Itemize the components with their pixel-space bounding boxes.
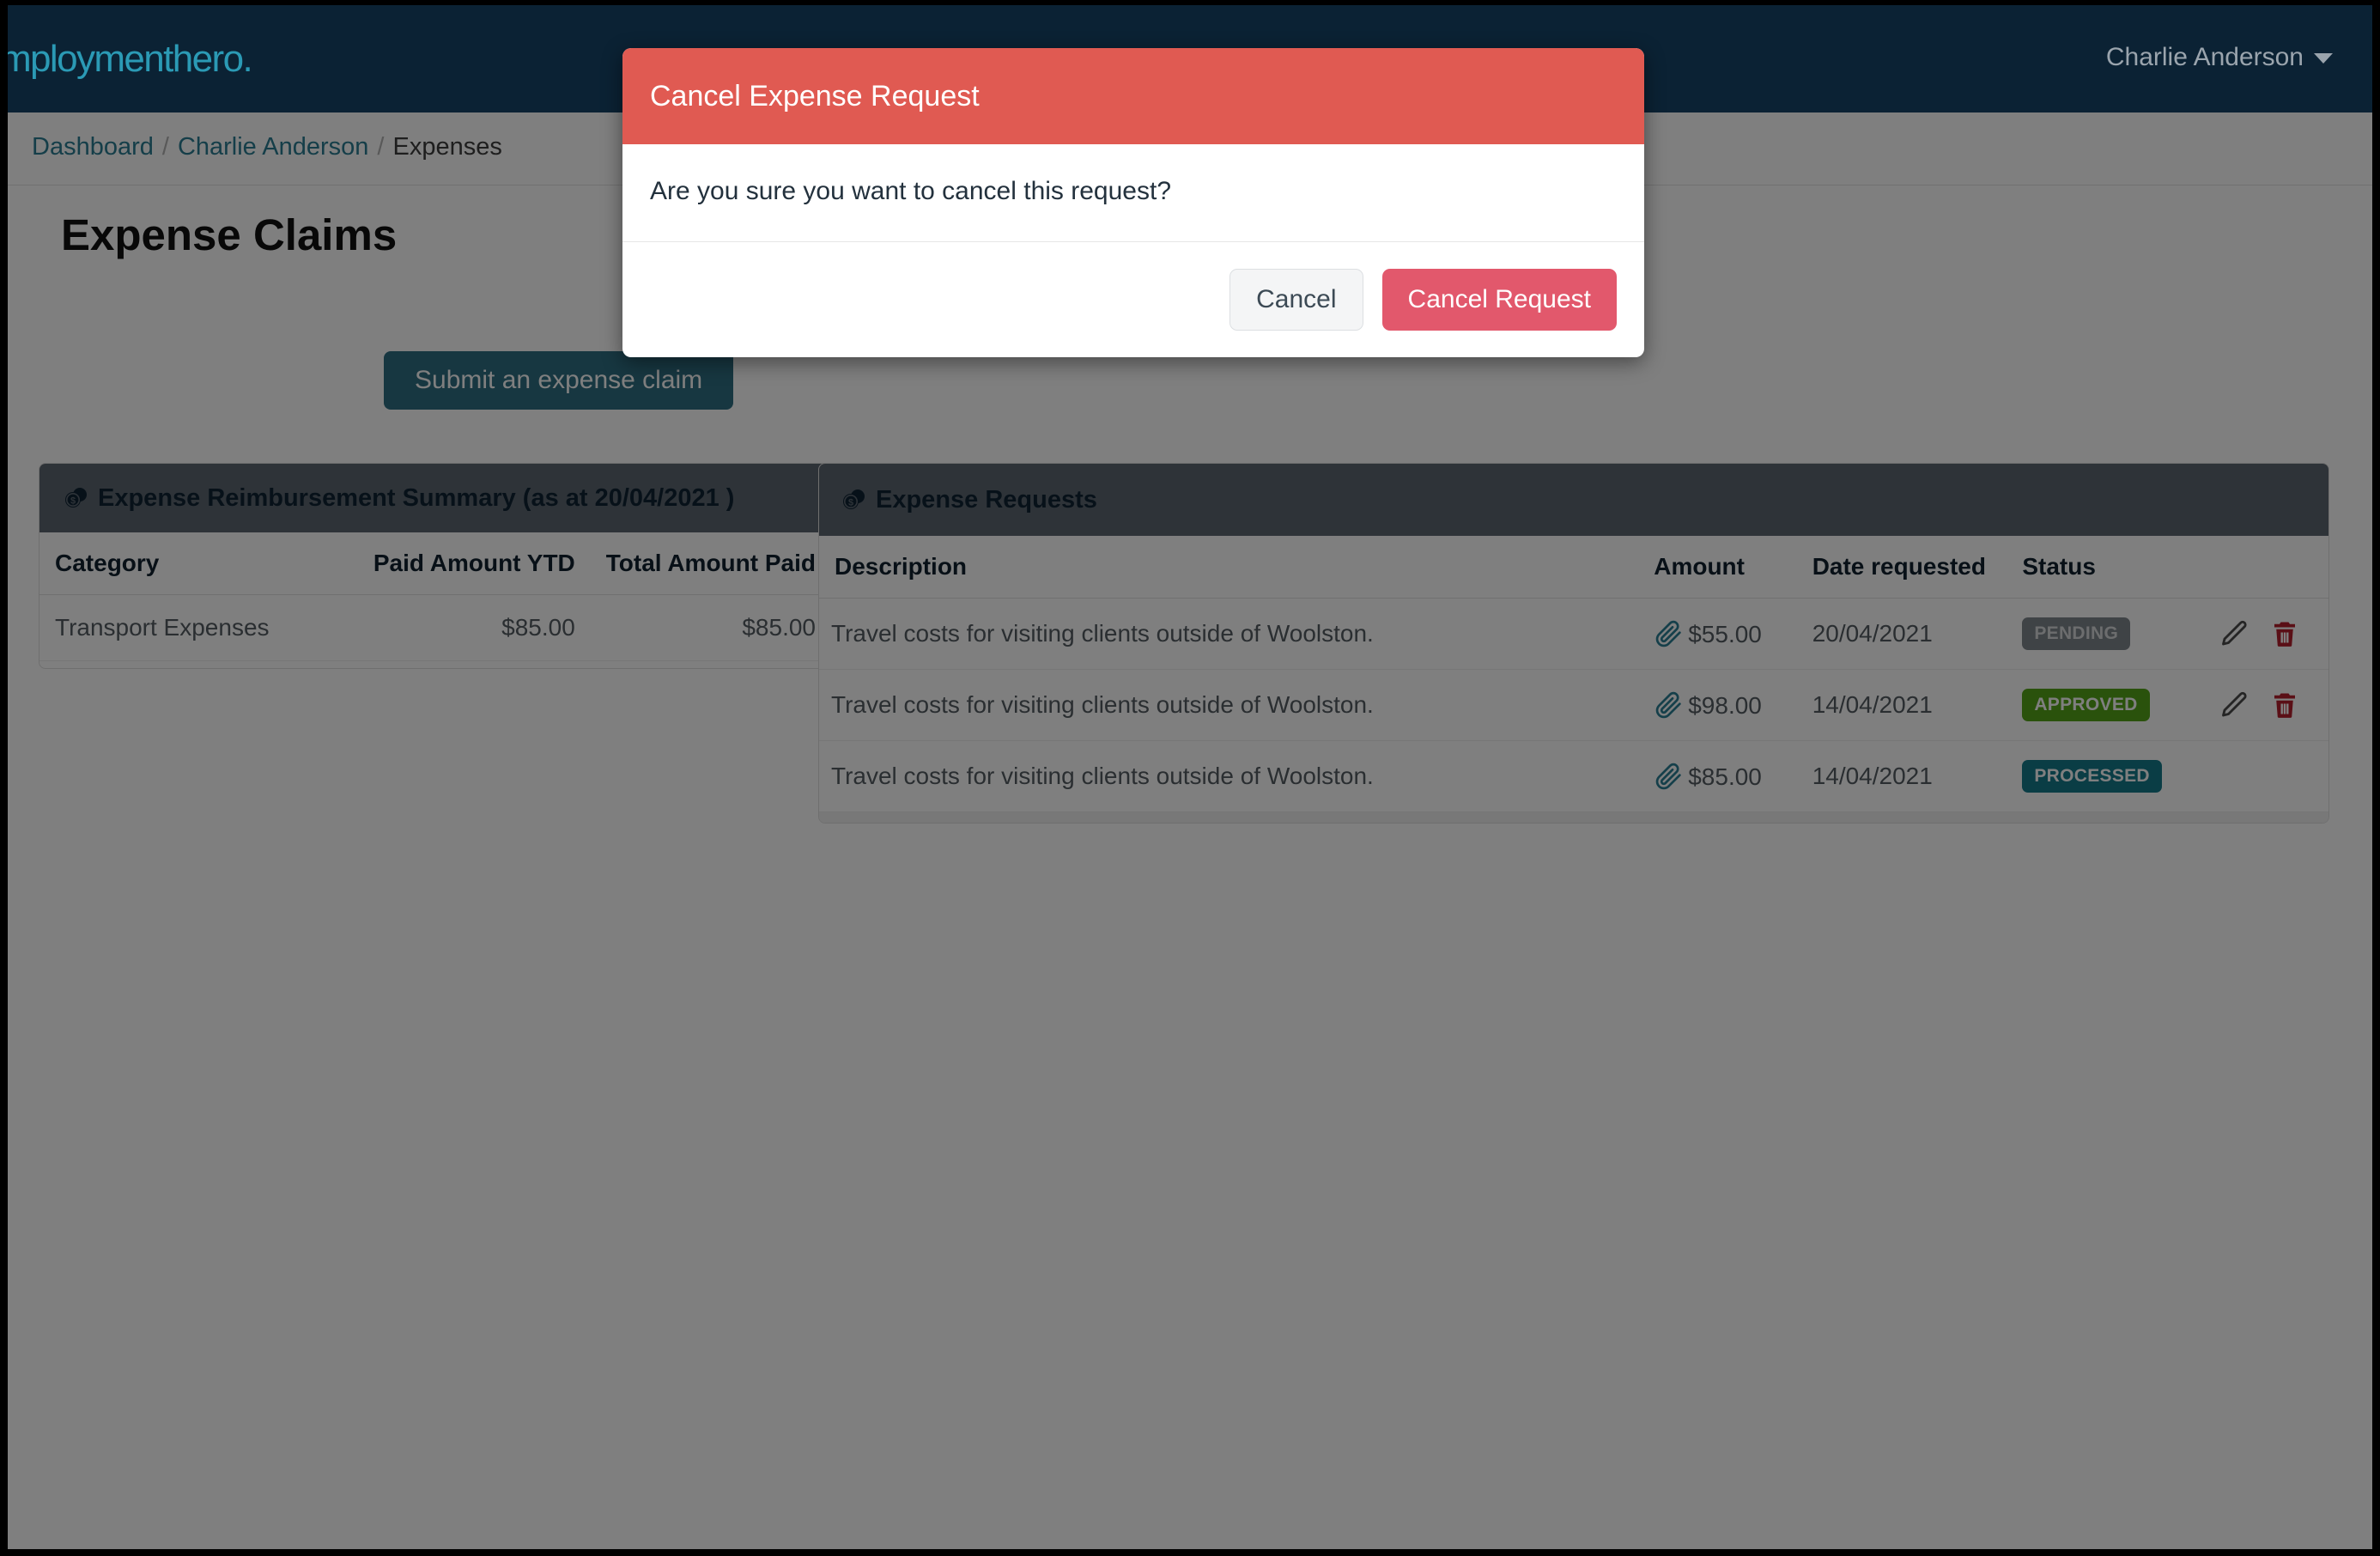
employment-hero-logo[interactable]: mploymenthero. <box>8 38 253 80</box>
user-menu-label: Charlie Anderson <box>2105 43 2304 71</box>
chevron-down-icon <box>2314 53 2333 64</box>
cancel-expense-request-dialog: Cancel Expense Request Are you sure you … <box>622 48 1644 357</box>
cancel-request-button[interactable]: Cancel Request <box>1381 269 1617 331</box>
dialog-header: Cancel Expense Request <box>622 48 1644 144</box>
dialog-footer: Cancel Cancel Request <box>622 242 1644 357</box>
cancel-button[interactable]: Cancel <box>1229 269 1363 331</box>
dialog-message: Are you sure you want to cancel this req… <box>650 177 1172 205</box>
user-menu[interactable]: Charlie Anderson <box>2106 43 2333 72</box>
dialog-title: Cancel Expense Request <box>650 79 980 112</box>
dialog-body: Are you sure you want to cancel this req… <box>622 144 1644 242</box>
browser-viewport: mploymenthero. Charlie Anderson Dashboar… <box>8 5 2372 1549</box>
